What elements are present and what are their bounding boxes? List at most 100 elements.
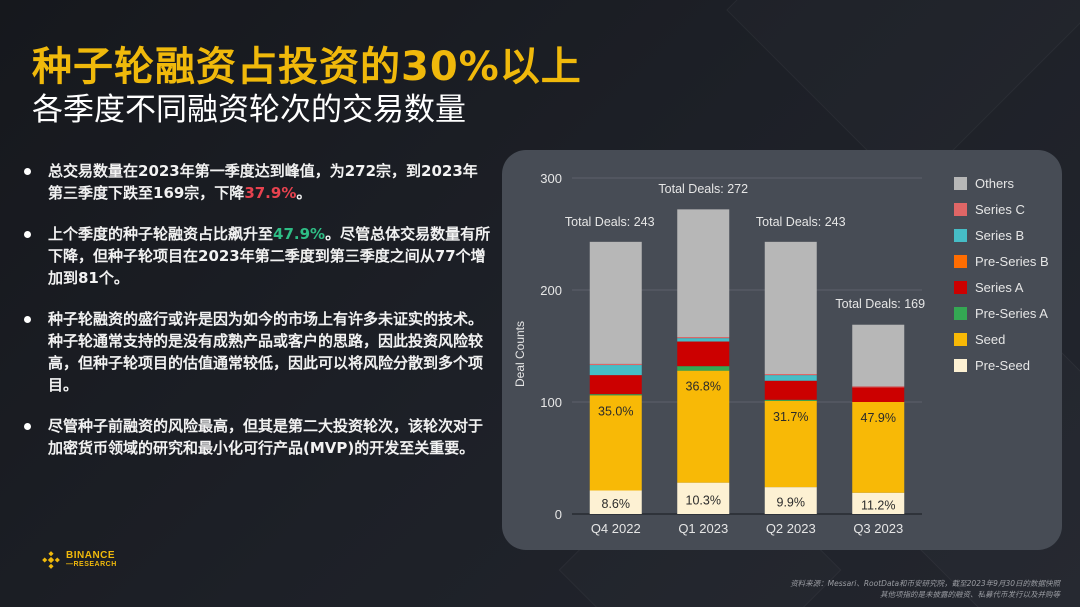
bar-segment-series-c[interactable] — [852, 386, 905, 388]
bar-segment-series-a[interactable] — [764, 380, 817, 400]
bullet-item: 尽管种子前融资的风险最高，但其是第二大投资轮次，该轮次对于加密货币领域的研究和最… — [22, 415, 492, 459]
bar-segment-series-a[interactable] — [677, 341, 730, 367]
bar-segment-pre-seed[interactable] — [764, 487, 817, 514]
footnote-note: 其他项指的是未披露的融资、私募代币发行以及并购等 — [880, 590, 1060, 599]
total-deals-label: Total Deals: 243 — [565, 215, 655, 229]
x-tick-label: Q1 2023 — [678, 521, 728, 536]
binance-logo-icon — [42, 551, 60, 569]
segment-percent-label: 11.2% — [861, 498, 896, 512]
y-tick-label: 200 — [540, 283, 562, 298]
legend-label: Seed — [975, 331, 1006, 347]
x-tick-label: Q3 2023 — [853, 521, 903, 536]
bullet-dot-icon — [24, 168, 31, 175]
bullet-item: 种子轮融资的盛行或许是因为如今的市场上有许多未证实的技术。种子轮通常支持的是没有… — [22, 308, 492, 396]
stacked-bar-chart: 0 100 200 300 Deal Counts 8.6% 35.0% Total Deal… — [513, 171, 925, 536]
legend-swatch-icon — [954, 254, 967, 268]
bar-segment-series-c[interactable] — [677, 337, 730, 339]
x-tick-label: Q4 2022 — [591, 521, 641, 536]
bar-segment-series-a[interactable] — [852, 387, 905, 402]
legend-swatch-icon — [954, 358, 967, 372]
bar-segment-pre-seed[interactable] — [677, 482, 730, 514]
total-deals-label: Total Deals: 272 — [658, 182, 748, 196]
legend-swatch-icon — [954, 202, 967, 216]
legend-item[interactable]: Pre-Series A — [954, 300, 1049, 326]
bar-segment-seed[interactable] — [764, 400, 817, 488]
logo-text-binance: BINANCE — [66, 550, 116, 561]
bar-segment-pre-series-a[interactable] — [589, 394, 642, 396]
chart-legend: Others Series C Series B Pre-Series B Series… — [954, 170, 1049, 378]
total-deals-label: Total Deals: 243 — [756, 215, 846, 229]
legend-item[interactable]: Pre-Seed — [954, 352, 1049, 378]
segment-percent-label: 36.8% — [686, 380, 721, 394]
bar-segment-series-b[interactable] — [677, 338, 730, 342]
legend-item[interactable]: Pre-Series B — [954, 248, 1049, 274]
segment-percent-label: 31.7% — [773, 410, 808, 424]
bullet-text: 。尽管总体交易数量有所下降，但种子轮项目在2023年第二季度到第三季度之间从77… — [48, 225, 491, 287]
bullet-text: 种子轮融资的盛行或许是因为如今的市场上有许多未证实的技术。种子轮通常支持的是没有… — [48, 310, 484, 394]
legend-label: Series C — [975, 201, 1025, 217]
bullet-dot-icon — [24, 316, 31, 323]
bullet-dot-icon — [24, 423, 31, 430]
highlight-value: 47.9% — [273, 225, 326, 243]
legend-item[interactable]: Series B — [954, 222, 1049, 248]
logo-text-research: —RESEARCH — [66, 561, 117, 568]
legend-item[interactable]: Series A — [954, 274, 1049, 300]
bullet-dot-icon — [24, 231, 31, 238]
bar-segment-others[interactable] — [764, 241, 817, 374]
legend-label: Series B — [975, 227, 1025, 243]
segment-percent-label: 9.9% — [777, 496, 806, 510]
bullet-text: 上个季度的种子轮融资占比飙升至 — [48, 225, 274, 243]
legend-label: Pre-Series B — [975, 253, 1049, 269]
legend-label: Pre-Seed — [975, 357, 1030, 373]
legend-item[interactable]: Others — [954, 170, 1049, 196]
legend-label: Series A — [975, 279, 1024, 295]
legend-swatch-icon — [954, 332, 967, 346]
segment-percent-label: 47.9% — [861, 411, 896, 425]
segment-percent-label: 10.3% — [686, 493, 721, 507]
legend-item[interactable]: Series C — [954, 196, 1049, 222]
page-subtitle: 各季度不同融资轮次的交易数量 — [32, 92, 466, 128]
bar-segment-seed[interactable] — [852, 402, 905, 493]
bullet-list: 总交易数量在2023年第一季度达到峰值，为272宗，到2023年第三季度下跌至1… — [22, 160, 492, 478]
binance-research-logo: BINANCE —RESEARCH — [42, 551, 117, 569]
bar-segment-others[interactable] — [852, 324, 905, 387]
segment-percent-label: 8.6% — [602, 497, 631, 511]
highlight-value: 37.9% — [244, 184, 297, 202]
bar-segment-series-c[interactable] — [589, 363, 642, 366]
legend-label: Pre-Series A — [975, 305, 1048, 321]
bar-segment-series-b[interactable] — [589, 365, 642, 376]
footnote-source: 资料来源：Messari、RootData和币安研究院，截至2023年9月30日… — [790, 579, 1060, 588]
chart-card: 0 100 200 300 Deal Counts 8.6% 35.0% Total Deal… — [502, 150, 1062, 550]
y-tick-label: 100 — [540, 395, 562, 410]
x-tick-label: Q2 2023 — [766, 521, 816, 536]
total-deals-label: Total Deals: 169 — [835, 297, 925, 311]
bar-segment-pre-seed[interactable] — [852, 492, 905, 514]
y-tick-label: 300 — [540, 171, 562, 186]
bullet-text: 总交易数量在2023年第一季度达到峰值，为272宗，到2023年第三季度下跌至1… — [48, 162, 478, 202]
page-title: 种子轮融资占投资的30%以上 — [32, 44, 582, 90]
bar-segment-seed[interactable] — [589, 395, 642, 491]
bar-segment-series-c[interactable] — [764, 374, 817, 376]
bar-segment-pre-series-a[interactable] — [677, 366, 730, 371]
bar-segment-others[interactable] — [677, 209, 730, 338]
footnote: 资料来源：Messari、RootData和币安研究院，截至2023年9月30日… — [790, 578, 1060, 600]
bar-segment-pre-series-a[interactable] — [764, 399, 817, 401]
legend-swatch-icon — [954, 280, 967, 294]
bullet-item: 总交易数量在2023年第一季度达到峰值，为272宗，到2023年第三季度下跌至1… — [22, 160, 492, 204]
bar-segment-others[interactable] — [589, 241, 642, 364]
y-tick-label: 0 — [555, 507, 562, 522]
bullet-text: 。 — [296, 184, 312, 202]
legend-swatch-icon — [954, 306, 967, 320]
y-axis-label: Deal Counts — [513, 321, 527, 387]
bar-segment-series-b[interactable] — [764, 375, 817, 381]
segment-percent-label: 35.0% — [598, 404, 633, 418]
legend-item[interactable]: Seed — [954, 326, 1049, 352]
legend-swatch-icon — [954, 176, 967, 190]
bullet-item: 上个季度的种子轮融资占比飙升至47.9%。尽管总体交易数量有所下降，但种子轮项目… — [22, 223, 492, 289]
legend-swatch-icon — [954, 228, 967, 242]
bar-segment-pre-seed[interactable] — [589, 490, 642, 514]
bullet-text: 尽管种子前融资的风险最高，但其是第二大投资轮次，该轮次对于加密货币领域的研究和最… — [48, 417, 484, 457]
legend-label: Others — [975, 175, 1015, 191]
bar-segment-series-a[interactable] — [589, 375, 642, 395]
bar-segment-seed[interactable] — [677, 370, 730, 483]
